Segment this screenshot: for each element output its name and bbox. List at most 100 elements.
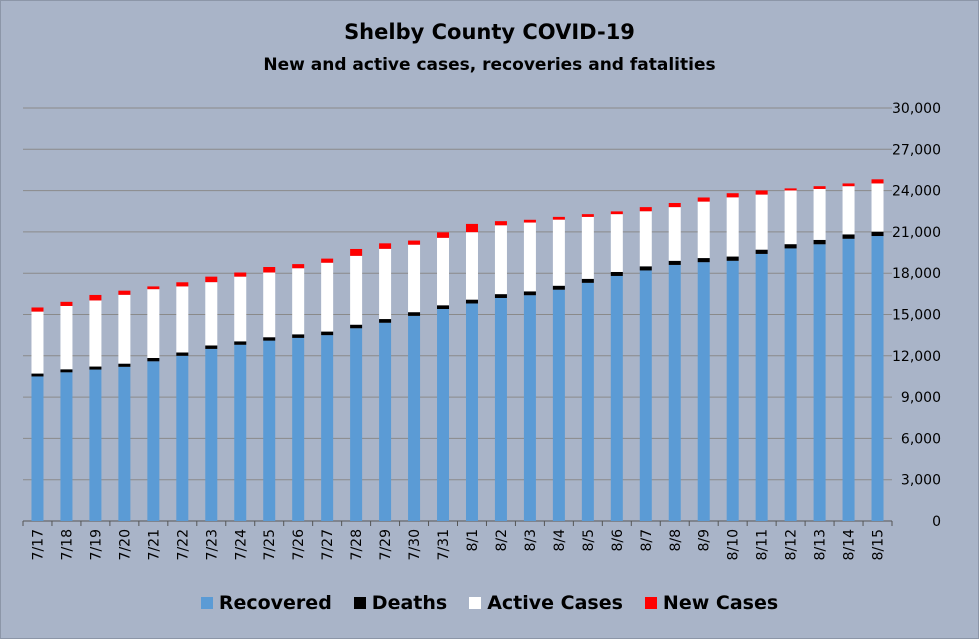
x-tick-label: 8/10 [726,529,742,560]
x-tick-label: 8/5 [581,529,597,552]
bar-recovered [31,376,44,521]
bar-recovered [89,369,102,521]
bar-active-cases [668,207,681,261]
bar-recovered [118,366,131,521]
bar-deaths [523,291,536,296]
bar-deaths [234,341,247,345]
bar-active-cases [118,294,131,364]
bar-new-cases [610,211,623,215]
bar-recovered [379,322,392,521]
legend-item-deaths: Deaths [353,592,448,614]
chart-legend: Recovered Deaths Active Cases New Cases [0,592,979,614]
x-tick-label: 7/28 [349,529,365,560]
bar-new-cases [552,216,565,220]
bar-new-cases [263,267,276,273]
bar-deaths [552,285,565,290]
bar-deaths [494,294,507,298]
bar-new-cases [408,240,421,245]
x-tick-label: 7/23 [204,529,220,560]
bar-deaths [350,324,363,329]
bar-new-cases [639,207,652,212]
bar-new-cases [147,286,160,290]
bar-new-cases [668,202,681,208]
bar-new-cases [89,294,102,301]
bar-active-cases [581,216,594,279]
bar-deaths [321,331,334,336]
bar-recovered [60,372,73,521]
bar-active-cases [31,311,44,374]
legend-item-recovered: Recovered [200,592,332,614]
x-tick-label: 8/2 [494,529,510,552]
bar-new-cases [350,248,363,256]
x-tick-label: 8/15 [871,529,887,560]
x-tick-label: 7/29 [378,529,394,560]
y-tick-label: 0 [932,514,941,530]
bar-recovered [350,328,363,521]
bar-new-cases [755,190,768,195]
bar-new-cases [465,223,478,233]
bar-active-cases [842,186,855,235]
bar-deaths [408,312,421,316]
bar-active-cases [639,211,652,267]
x-tick-label: 7/24 [233,529,249,561]
bar-recovered [726,260,739,521]
x-tick-label: 8/11 [755,529,771,560]
legend-label-deaths: Deaths [371,592,448,614]
y-tick-label: 9,000 [901,390,941,406]
bar-active-cases [784,190,797,245]
bar-active-cases [379,248,392,320]
bar-active-cases [234,276,247,342]
bar-active-cases [726,197,739,257]
bar-active-cases [465,232,478,300]
bar-deaths [668,260,681,265]
bar-deaths [813,239,826,245]
bar-active-cases [871,183,884,232]
x-tick-label: 8/8 [668,529,684,552]
y-tick-label: 21,000 [892,225,941,241]
bar-deaths [118,363,131,367]
y-tick-label: 27,000 [892,142,941,158]
bar-new-cases [494,221,507,226]
bar-active-cases [610,214,623,272]
chart-subtitle: New and active cases, recoveries and fat… [263,55,716,75]
bar-active-cases [755,194,768,250]
bar-new-cases [379,243,392,249]
bar-recovered [408,315,421,521]
chart-title: Shelby County COVID-19 [344,20,635,44]
bar-active-cases [205,282,218,346]
bar-recovered [465,303,478,521]
bar-deaths [726,256,739,261]
bar-recovered [697,262,710,521]
bar-recovered [523,295,536,521]
bar-deaths [89,366,102,370]
legend-label-active-cases: Active Cases [487,592,623,614]
bar-recovered [321,335,334,521]
bar-recovered [842,238,855,522]
bar-recovered [871,236,884,521]
bar-active-cases [147,289,160,359]
y-tick-label: 15,000 [892,308,941,324]
bar-recovered [263,340,276,521]
bar-deaths [871,231,884,237]
x-tick-label: 8/14 [842,529,858,561]
bar-active-cases [697,201,710,259]
y-tick-label: 12,000 [892,349,941,365]
bar-recovered [813,244,826,522]
bar-deaths [755,249,768,254]
bar-deaths [437,305,450,309]
bar-new-cases [205,276,218,283]
bar-deaths [263,337,276,341]
bar-recovered [668,264,681,521]
x-tick-label: 8/7 [639,529,655,552]
bar-deaths [842,234,855,239]
bar-deaths [292,334,305,338]
bar-new-cases [234,272,247,277]
bar-recovered [552,289,565,521]
legend-label-new-cases: New Cases [662,592,779,614]
x-tick-label: 8/13 [813,529,829,560]
bar-active-cases [813,188,826,240]
bar-recovered [147,361,160,521]
bar-active-cases [176,286,189,353]
x-tick-label: 8/6 [610,529,626,552]
bar-deaths [465,299,478,304]
